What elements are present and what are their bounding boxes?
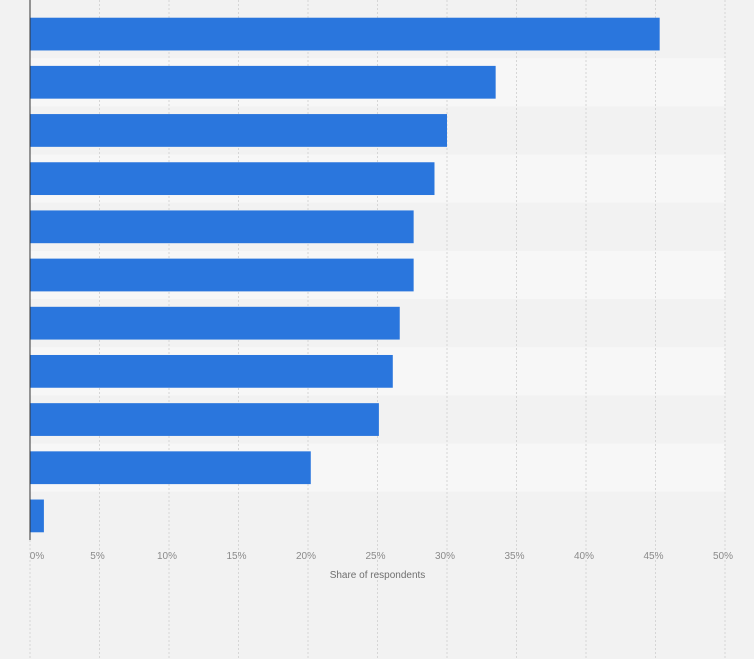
x-tick-label: 35% [504, 551, 524, 562]
bar[interactable] [30, 162, 435, 196]
bar[interactable] [30, 65, 496, 99]
x-tick-label: 40% [574, 551, 594, 562]
x-tick-label: 0% [30, 551, 45, 562]
x-axis-title: Share of respondents [330, 570, 426, 581]
x-tick-label: 5% [90, 551, 105, 562]
x-tick-labels: 0% 5% 10% 15% 20% 25% 30% 35% 40% 45% 50% [30, 551, 733, 562]
x-tick-label: 15% [226, 551, 246, 562]
x-tick-label: 30% [435, 551, 455, 562]
bar[interactable] [30, 210, 414, 244]
x-tick-label: 20% [296, 551, 316, 562]
x-tick-label: 50% [713, 551, 733, 562]
bar[interactable] [30, 403, 379, 436]
x-tick-label: 10% [157, 551, 177, 562]
x-tick-label: 45% [643, 551, 663, 562]
bar[interactable] [30, 306, 400, 340]
bar[interactable] [30, 258, 414, 292]
bar[interactable] [30, 354, 393, 388]
row-band [30, 491, 725, 540]
bar[interactable] [30, 499, 44, 533]
x-tick-label: 25% [365, 551, 385, 562]
bar[interactable] [30, 17, 660, 51]
bar[interactable] [30, 451, 311, 485]
bar[interactable] [30, 114, 447, 147]
bars [30, 17, 660, 533]
